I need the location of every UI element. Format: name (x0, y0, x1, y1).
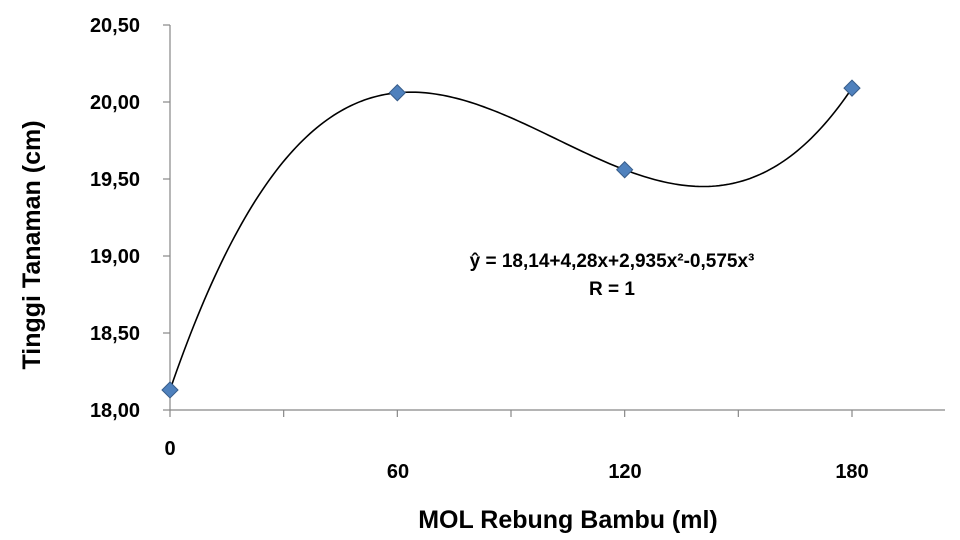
r-annotation: R = 1 (589, 279, 635, 300)
data-markers (161, 79, 861, 399)
x-tick-label: 180 (835, 461, 868, 483)
y-axis-ticks: 18,00 18,50 19,00 19,50 20,00 20,50 (90, 15, 170, 422)
y-tick-label: 18,00 (90, 400, 140, 422)
data-point-marker (843, 79, 861, 97)
trendline (169, 87, 853, 391)
axes (169, 25, 945, 411)
y-tick-label: 20,50 (90, 15, 140, 37)
y-tick-label: 19,50 (90, 169, 140, 191)
data-point-marker (388, 84, 407, 102)
x-axis-title: MOL Rebung Bambu (ml) (418, 506, 718, 534)
equation-annotation: ŷ = 18,14+4,28x+2,935x²-0,575x³ (470, 251, 755, 272)
y-tick-label: 20,00 (90, 92, 140, 114)
data-point-marker (615, 161, 634, 179)
y-axis-title: Tinggi Tanaman (cm) (18, 120, 46, 369)
x-tick-label: 0 (164, 438, 175, 460)
x-axis-ticks: 0 60 120 180 (164, 410, 869, 483)
x-tick-label: 120 (608, 461, 641, 483)
y-tick-label: 19,00 (90, 246, 140, 268)
data-point-marker (161, 381, 179, 399)
y-tick-label: 18,50 (90, 323, 140, 345)
x-tick-label: 60 (387, 461, 409, 483)
